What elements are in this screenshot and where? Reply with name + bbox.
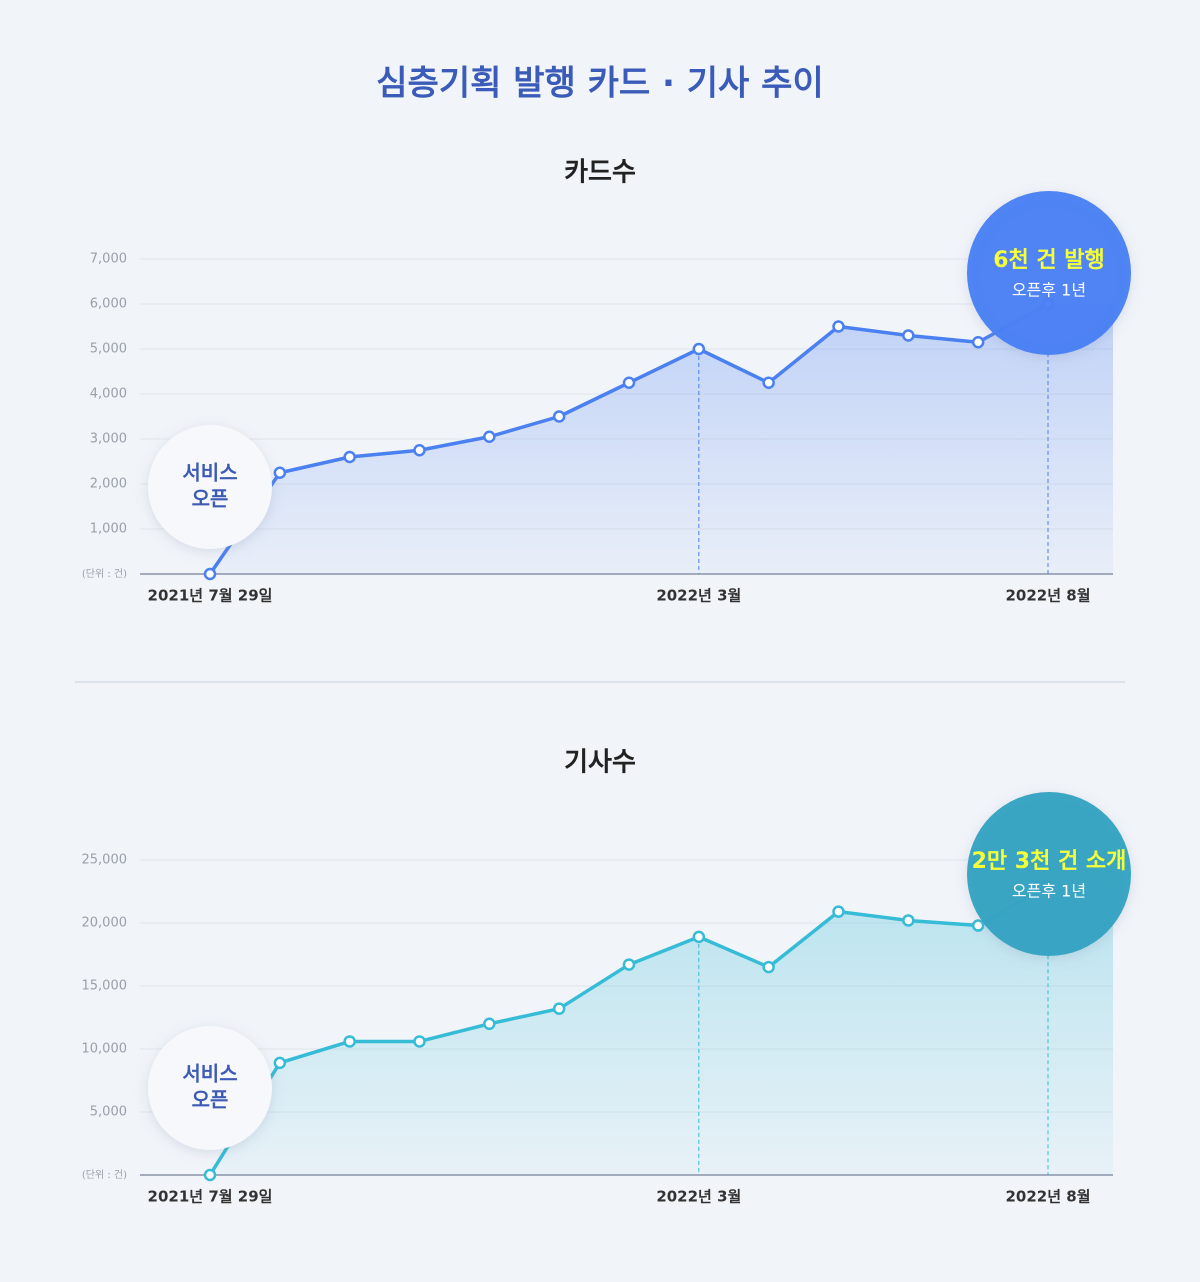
data-point — [692, 930, 706, 944]
data-point — [273, 466, 287, 479]
x-tick-label: 2022년 3월 — [656, 1188, 741, 1206]
data-point — [203, 567, 217, 581]
y-tick-label: (단위 : 건) — [82, 1168, 127, 1181]
main-title: 심층기획 발행 카드 · 기사 추이 — [376, 64, 823, 104]
highlight-bubble — [967, 191, 1131, 355]
start-label: 오픈 — [192, 1088, 229, 1112]
data-point — [902, 329, 915, 342]
data-point — [622, 376, 636, 389]
chart-title: 카드수 — [564, 158, 636, 188]
y-tick-label: 10,000 — [82, 1042, 128, 1057]
data-point — [902, 914, 915, 927]
data-point — [483, 430, 496, 443]
start-label: 서비스 — [182, 461, 237, 485]
data-point — [832, 905, 845, 918]
data-point — [413, 444, 426, 457]
y-tick-label: (단위 : 건) — [82, 567, 127, 580]
data-point — [343, 1035, 356, 1048]
chart-title: 기사수 — [564, 748, 636, 778]
data-point — [971, 919, 985, 932]
start-label: 오픈 — [192, 487, 229, 511]
y-tick-label: 15,000 — [82, 979, 128, 994]
data-point — [692, 342, 706, 356]
data-point — [413, 1035, 426, 1048]
y-tick-label: 4,000 — [90, 387, 127, 402]
data-point — [552, 410, 566, 423]
y-tick-label: 3,000 — [90, 432, 127, 447]
y-tick-label: 5,000 — [90, 1105, 127, 1120]
data-point — [622, 958, 636, 971]
highlight-bubble — [967, 792, 1131, 956]
data-point — [483, 1017, 496, 1031]
x-tick-label: 2022년 3월 — [656, 587, 741, 605]
data-point — [762, 960, 775, 974]
data-point — [832, 320, 845, 333]
start-bubble — [148, 1026, 272, 1150]
area-fill — [210, 885, 1113, 1175]
highlight-title: 6천 건 발행 — [993, 248, 1105, 273]
data-point — [971, 336, 985, 349]
data-point — [552, 1002, 566, 1015]
highlight-title: 2만 3천 건 소개 — [972, 849, 1127, 874]
x-tick-label: 2022년 8월 — [1005, 1188, 1090, 1206]
highlight-subtitle: 오픈후 1년 — [1012, 882, 1086, 901]
y-tick-label: 7,000 — [90, 252, 127, 267]
start-label: 서비스 — [182, 1062, 237, 1086]
highlight-subtitle: 오픈후 1년 — [1012, 281, 1086, 300]
x-tick-label: 2021년 7월 29일 — [148, 587, 273, 605]
area-fill — [210, 304, 1113, 574]
y-tick-label: 20,000 — [82, 916, 128, 931]
x-tick-label: 2021년 7월 29일 — [148, 1188, 273, 1206]
data-point — [343, 450, 356, 464]
y-tick-label: 1,000 — [90, 522, 127, 537]
y-tick-label: 5,000 — [90, 342, 127, 357]
start-bubble — [148, 425, 272, 549]
data-point — [762, 376, 775, 389]
data-point — [273, 1056, 287, 1070]
y-tick-label: 25,000 — [82, 853, 128, 868]
y-tick-label: 2,000 — [90, 477, 127, 492]
x-tick-label: 2022년 8월 — [1005, 587, 1090, 605]
y-tick-label: 6,000 — [90, 297, 127, 312]
data-point — [203, 1168, 217, 1182]
